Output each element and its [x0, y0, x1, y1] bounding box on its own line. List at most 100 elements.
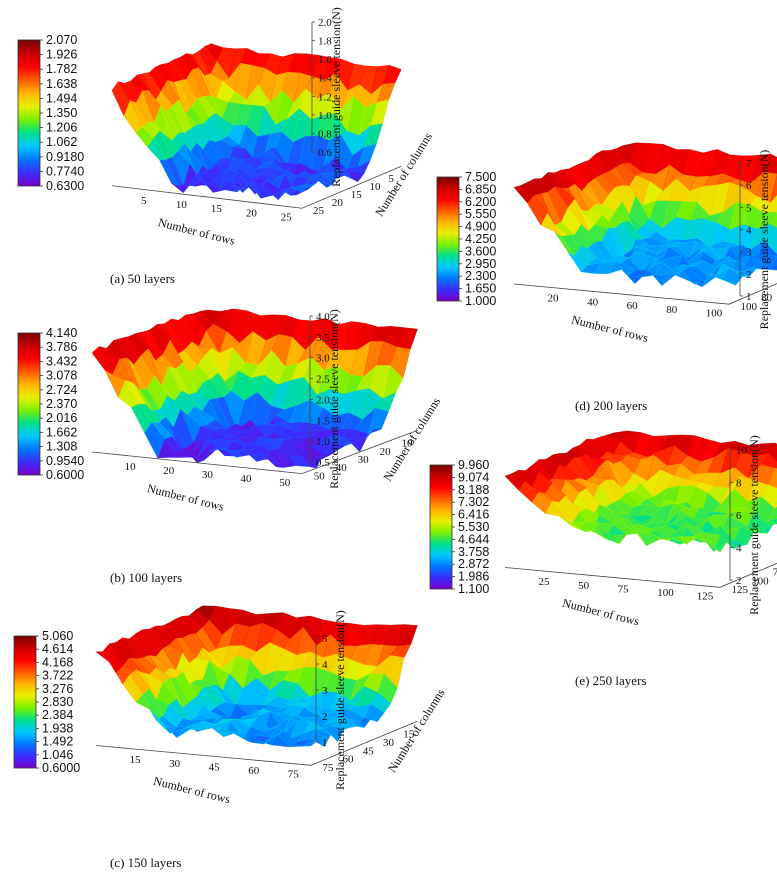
axis-box: [111, 165, 402, 209]
colorbar-label: 4.644: [458, 532, 489, 546]
x-tick-label: 100: [657, 587, 674, 599]
colorbar-label: 0.7740: [46, 164, 84, 178]
colorbar-label: 1.062: [46, 135, 77, 149]
colorbar-label: 1.638: [46, 77, 77, 91]
colorbar-label: 8.188: [458, 483, 489, 497]
z-tick-label: 1.6: [318, 54, 332, 66]
z-axis-title: Replacement guide sleeve tension(N): [333, 610, 347, 790]
z-tick-label: 4.0: [316, 311, 330, 323]
colorbar-label: 1.492: [42, 735, 73, 749]
x-axis-title: Number of rows: [570, 312, 650, 345]
colorbar-label: 3.758: [458, 545, 489, 559]
y-tick-label: 10: [370, 181, 382, 193]
y-tick-label: 15: [351, 189, 363, 201]
colorbar-label: 3.786: [46, 340, 77, 354]
z-tick-label: 6: [736, 510, 742, 522]
x-tick-label: 10: [176, 199, 188, 211]
colorbar: [17, 39, 41, 187]
y-tick-label: 30: [358, 454, 370, 466]
colorbar-label: 0.6300: [46, 179, 84, 193]
panel-caption: (a) 50 layers: [110, 271, 175, 286]
colorbar-label: 3.600: [465, 244, 496, 258]
z-tick-label: 1.0: [318, 110, 332, 122]
z-tick-label: 2.0: [318, 17, 332, 29]
x-tick-label: 75: [618, 583, 630, 595]
z-tick-label: 2: [322, 711, 328, 723]
x-axis-title: Number of rows: [561, 596, 641, 629]
x-axis-title: Number of rows: [157, 215, 237, 248]
colorbar-label: 4.250: [465, 232, 496, 246]
y-axis-title: Number of columns: [385, 686, 448, 775]
x-tick-label: 40: [587, 296, 599, 308]
z-tick-label: 1.2: [318, 91, 332, 103]
z-tick-label: 0.8: [318, 128, 332, 140]
axis-box: [95, 720, 418, 766]
x-tick-label: 100: [706, 308, 723, 320]
x-tick-label: 25: [539, 576, 551, 588]
x-tick-label: 50: [279, 477, 291, 489]
z-tick-label: 4: [746, 225, 752, 237]
surface: [504, 430, 777, 553]
surface-cell: [715, 276, 736, 286]
colorbar-label: 3.078: [46, 369, 77, 383]
z-tick-label: 1.8: [318, 36, 332, 48]
x-tick-label: 30: [202, 469, 214, 481]
surface: [111, 43, 402, 201]
colorbar: [13, 635, 37, 769]
z-tick-label: 10: [736, 445, 748, 457]
x-tick-label: 60: [248, 765, 259, 777]
x-tick-label: 20: [246, 207, 258, 219]
colorbar-label: 6.850: [465, 182, 496, 196]
x-tick-label: 80: [666, 304, 678, 316]
colorbar-label: 9.074: [458, 470, 489, 484]
axis-box: [513, 283, 777, 305]
colorbar-label: 4.140: [46, 326, 77, 340]
z-tick-label: 3.5: [316, 332, 330, 344]
x-tick-label: 125: [697, 591, 714, 603]
colorbar-label: 5.530: [458, 520, 489, 534]
colorbar: [429, 464, 453, 590]
z-tick-label: 3: [746, 247, 752, 259]
panel-caption: (d) 200 layers: [575, 398, 647, 413]
x-tick-label: 75: [288, 769, 300, 781]
y-tick-label: 80: [761, 292, 773, 304]
x-tick-label: 20: [548, 293, 560, 305]
colorbar: [436, 176, 460, 302]
colorbar-label: 4.168: [42, 655, 73, 669]
z-tick-label: 4: [736, 543, 742, 555]
y-tick-label: 100: [740, 301, 757, 313]
colorbar-label: 3.432: [46, 354, 77, 368]
x-tick-label: 15: [130, 754, 142, 766]
z-tick-label: 1: [746, 291, 752, 303]
colorbar-label: 1.986: [458, 570, 489, 584]
surface-cell: [706, 541, 727, 553]
surface-cell: [767, 467, 777, 489]
y-tick-label: 125: [731, 584, 748, 596]
colorbar-label: 1.494: [46, 91, 77, 105]
surface-cell: [767, 442, 777, 462]
z-tick-label: 0.5: [316, 457, 330, 469]
colorbar-label: 1.350: [46, 106, 77, 120]
x-axis-title: Number of rows: [146, 481, 226, 514]
surface-cell: [770, 211, 777, 229]
colorbar-label: 1.662: [46, 425, 77, 439]
panel-caption: (e) 250 layers: [575, 673, 646, 688]
y-tick-label: 20: [332, 197, 344, 209]
colorbar-label: 5.550: [465, 207, 496, 221]
colorbar-label: 1.206: [46, 121, 77, 135]
panel-2: 5.0604.6144.1683.7223.2762.8302.3841.938…: [13, 605, 448, 870]
colorbar-label: 7.500: [465, 170, 496, 184]
panel-1: 4.1403.7863.4323.0782.7242.3702.0161.662…: [17, 308, 443, 585]
colorbar-label: 2.370: [46, 397, 77, 411]
y-tick-label: 5: [388, 173, 394, 185]
surface: [513, 142, 777, 288]
panel-caption: (c) 150 layers: [110, 855, 181, 870]
colorbar-label: 1.782: [46, 62, 77, 76]
colorbar-label: 2.830: [42, 695, 73, 709]
surface: [91, 308, 418, 469]
y-tick-label: 75: [773, 567, 777, 579]
z-tick-label: 0.6: [318, 147, 332, 159]
z-tick-label: 1: [322, 737, 328, 749]
y-tick-label: 10: [402, 438, 414, 450]
surface-cell: [346, 436, 368, 453]
